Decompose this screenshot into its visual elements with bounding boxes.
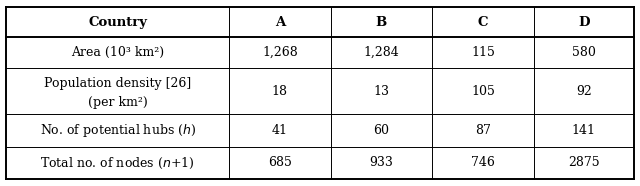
Text: 1,284: 1,284 xyxy=(364,46,399,59)
Text: 746: 746 xyxy=(471,156,495,169)
Text: Country: Country xyxy=(88,16,147,29)
Text: Area (10³ km²): Area (10³ km²) xyxy=(71,46,164,59)
Text: 105: 105 xyxy=(471,85,495,98)
Text: 1,268: 1,268 xyxy=(262,46,298,59)
Text: D: D xyxy=(578,16,589,29)
Text: 141: 141 xyxy=(572,124,596,137)
Text: 18: 18 xyxy=(272,85,288,98)
Text: (per km²): (per km²) xyxy=(88,96,148,109)
Text: 580: 580 xyxy=(572,46,596,59)
Text: Population density [26]: Population density [26] xyxy=(44,76,191,89)
Text: 92: 92 xyxy=(576,85,591,98)
Text: 685: 685 xyxy=(268,156,292,169)
Text: 115: 115 xyxy=(471,46,495,59)
Text: 13: 13 xyxy=(374,85,390,98)
Text: 60: 60 xyxy=(374,124,390,137)
Text: No. of potential hubs ($h$): No. of potential hubs ($h$) xyxy=(40,122,196,139)
Text: A: A xyxy=(275,16,285,29)
Text: 41: 41 xyxy=(272,124,288,137)
Text: 87: 87 xyxy=(475,124,491,137)
Text: 2875: 2875 xyxy=(568,156,600,169)
Text: B: B xyxy=(376,16,387,29)
Text: 933: 933 xyxy=(369,156,394,169)
Text: C: C xyxy=(478,16,488,29)
Text: Total no. of nodes ($n$+1): Total no. of nodes ($n$+1) xyxy=(40,155,195,171)
